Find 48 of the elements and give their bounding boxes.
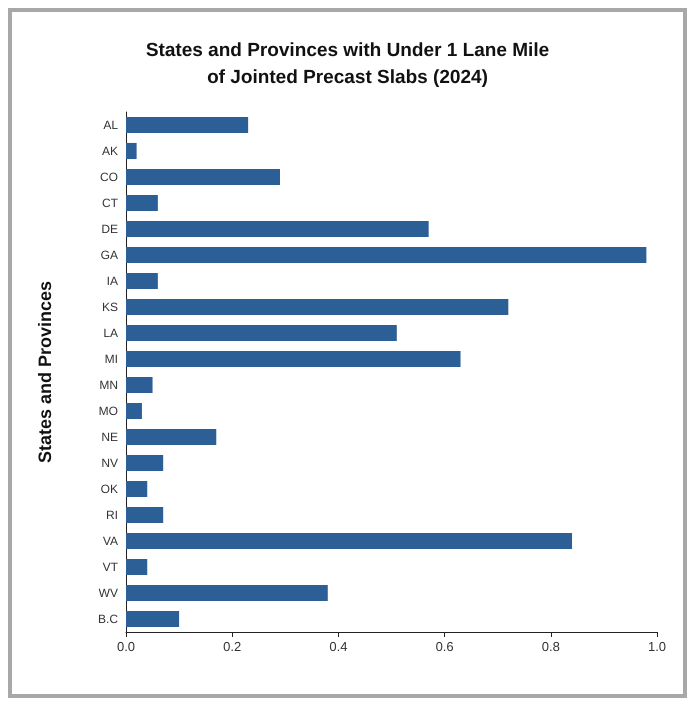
y-tick-label: CO (100, 170, 118, 184)
y-tick-label: B.C (98, 612, 118, 626)
y-tick-label: RI (106, 508, 118, 522)
bar (126, 142, 137, 160)
bar (126, 220, 429, 238)
bar (126, 610, 180, 628)
bar (126, 194, 158, 212)
y-tick-label: DE (101, 222, 118, 236)
x-tick-label: 0.4 (329, 639, 348, 654)
bar (126, 532, 572, 550)
bar (126, 246, 646, 264)
y-tick-label: AK (102, 144, 118, 158)
bar (126, 558, 148, 576)
y-tick-label: VT (102, 560, 119, 574)
y-tick-label: OK (100, 482, 118, 496)
y-tick-label: WV (98, 586, 118, 600)
x-tick-label: 0.8 (542, 639, 560, 654)
y-tick-label: AL (103, 118, 118, 132)
y-tick-label: CT (102, 196, 119, 210)
bar (126, 298, 508, 316)
bar (126, 272, 158, 290)
bar (126, 454, 164, 472)
y-tick-label: KS (102, 300, 118, 314)
x-tick-label: 0.6 (436, 639, 454, 654)
x-tick-label: 1.0 (648, 639, 666, 654)
bar (126, 116, 248, 134)
y-tick-label: GA (100, 248, 118, 262)
x-tick-label: 0.0 (116, 639, 136, 654)
bar (126, 350, 461, 368)
bar (126, 506, 164, 524)
y-tick-label: VA (102, 534, 118, 548)
y-axis-title: States and Provinces (35, 280, 55, 464)
bar (126, 480, 148, 498)
y-tick-label: NE (101, 430, 118, 444)
bar (126, 584, 328, 602)
bar (126, 376, 153, 394)
y-tick-label: NV (101, 456, 118, 470)
y-tick-label: MI (104, 352, 118, 366)
bar (126, 168, 280, 186)
bar (126, 428, 216, 446)
x-tick-label: 0.2 (223, 639, 242, 654)
y-tick-label: IA (106, 274, 118, 288)
y-tick-label: MN (99, 378, 118, 392)
bar (126, 324, 397, 342)
chart-title: States and Provinces with Under 1 Lane Mile of Jointed Precast Slabs (2024) (146, 40, 550, 88)
y-tick-label: MO (98, 404, 118, 418)
y-tick-label: LA (103, 326, 118, 340)
bar (126, 402, 142, 420)
